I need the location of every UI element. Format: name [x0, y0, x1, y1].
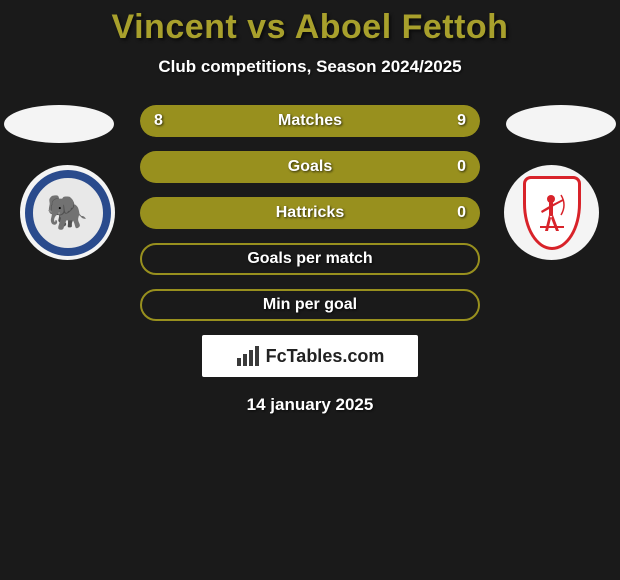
- club-shield-right: [523, 176, 581, 250]
- stat-value-right: 0: [457, 204, 466, 222]
- title-vs: vs: [237, 8, 294, 46]
- club-badge-right: [504, 165, 599, 260]
- stat-value-right: 0: [457, 158, 466, 176]
- left-player-column: 🐘: [0, 105, 118, 260]
- title-player1: Vincent: [112, 8, 238, 46]
- club-badge-left-ring: 🐘: [25, 170, 111, 256]
- club-badge-left: 🐘: [20, 165, 115, 260]
- stat-value-left: 8: [154, 112, 163, 130]
- stat-fill-left: [140, 105, 300, 137]
- branding-text: FcTables.com: [266, 346, 385, 367]
- branding-badge: FcTables.com: [202, 335, 418, 377]
- page-title: Vincent vs Aboel Fettoh: [0, 0, 620, 47]
- archer-icon: [537, 193, 567, 233]
- player-photo-right: [506, 105, 616, 143]
- stat-label: Matches: [278, 112, 342, 130]
- right-player-column: [502, 105, 620, 260]
- stat-row-goals: 0 Goals: [140, 151, 480, 183]
- elephant-icon: 🐘: [46, 193, 88, 233]
- chart-icon: [236, 346, 260, 366]
- stat-row-matches: 8 9 Matches: [140, 105, 480, 137]
- player-photo-left: [4, 105, 114, 143]
- stat-row-min-per-goal: Min per goal: [140, 289, 480, 321]
- stat-label: Min per goal: [263, 296, 357, 314]
- title-player2: Aboel Fettoh: [295, 8, 509, 46]
- stat-label: Goals per match: [247, 250, 372, 268]
- stats-container: 8 9 Matches 0 Goals 0 Hattricks Goals per match…: [140, 105, 480, 321]
- stat-label: Hattricks: [276, 204, 344, 222]
- stat-row-goals-per-match: Goals per match: [140, 243, 480, 275]
- stat-label: Goals: [288, 158, 332, 176]
- footer-date: 14 january 2025: [0, 395, 620, 415]
- page-subtitle: Club competitions, Season 2024/2025: [0, 57, 620, 77]
- stat-value-right: 9: [457, 112, 466, 130]
- stat-row-hattricks: 0 Hattricks: [140, 197, 480, 229]
